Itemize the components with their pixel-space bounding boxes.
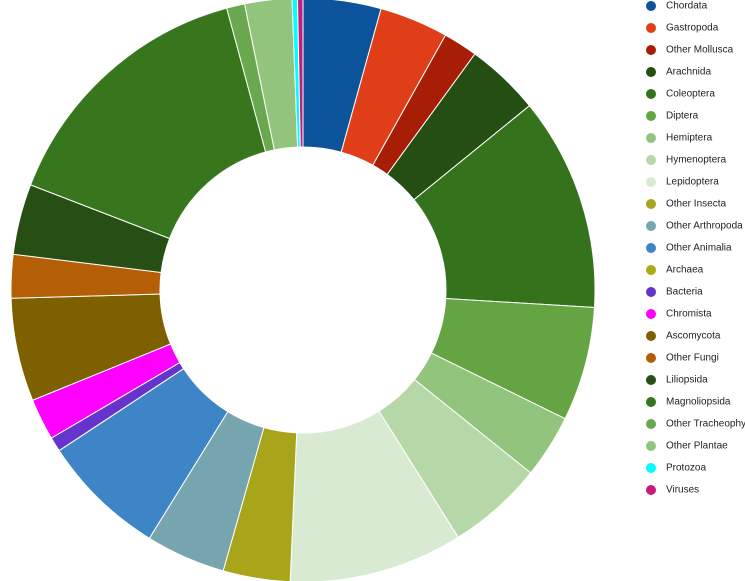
legend-swatch xyxy=(646,419,656,429)
legend-swatch xyxy=(646,353,656,363)
legend-label: Liliopsida xyxy=(666,375,708,386)
slice xyxy=(413,104,596,308)
legend-label: Bacteria xyxy=(666,287,703,298)
legend-label: Magnoliopsida xyxy=(666,397,731,408)
legend-swatch xyxy=(646,199,656,209)
legend-swatch xyxy=(646,287,656,297)
legend-swatch xyxy=(646,331,656,341)
legend-label: Viruses xyxy=(666,485,699,496)
legend-swatch xyxy=(646,463,656,473)
legend-label: Chordata xyxy=(666,1,708,12)
legend-swatch xyxy=(646,397,656,407)
legend-label: Other Tracheophyta xyxy=(666,419,745,430)
legend-label: Other Mollusca xyxy=(666,45,734,56)
legend-label: Hymenoptera xyxy=(666,155,726,166)
legend-swatch xyxy=(646,221,656,231)
legend-label: Chromista xyxy=(666,309,712,320)
legend-label: Other Plantae xyxy=(666,441,728,452)
legend-swatch xyxy=(646,89,656,99)
legend-swatch xyxy=(646,375,656,385)
legend-swatch xyxy=(646,23,656,33)
slice xyxy=(289,410,459,581)
legend-label: Other Insecta xyxy=(666,199,726,210)
legend-swatch xyxy=(646,111,656,121)
legend-label: Ascomycota xyxy=(666,331,721,342)
legend-swatch xyxy=(646,265,656,275)
legend-label: Gastropoda xyxy=(666,23,719,34)
legend-label: Arachnida xyxy=(666,67,711,78)
slice xyxy=(297,0,304,148)
legend-label: Lepidoptera xyxy=(666,177,719,188)
legend-swatch xyxy=(646,243,656,253)
legend-swatch xyxy=(646,133,656,143)
legend-swatch xyxy=(646,1,656,11)
legend-swatch xyxy=(646,309,656,319)
legend-swatch xyxy=(646,177,656,187)
legend-swatch xyxy=(646,67,656,77)
legend-label: Other Arthropoda xyxy=(666,221,743,232)
legend-label: Other Fungi xyxy=(666,353,719,364)
legend-label: Diptera xyxy=(666,111,699,122)
legend-swatch xyxy=(646,485,656,495)
slice xyxy=(29,7,267,240)
legend-label: Protozoa xyxy=(666,463,706,474)
legend-label: Coleoptera xyxy=(666,89,715,100)
legend-swatch xyxy=(646,441,656,451)
legend-swatch xyxy=(646,45,656,55)
legend-swatch xyxy=(646,155,656,165)
legend-label: Hemiptera xyxy=(666,133,713,144)
legend-label: Other Animalia xyxy=(666,243,732,254)
legend-label: Archaea xyxy=(666,265,704,276)
